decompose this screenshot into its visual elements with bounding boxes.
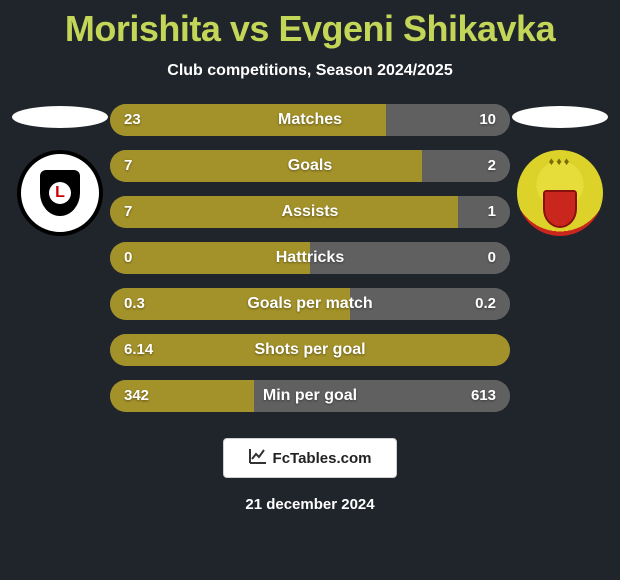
watermark-badge: FcTables.com xyxy=(223,438,397,478)
stat-bar-left xyxy=(110,334,510,366)
player-a-badge: L xyxy=(10,98,110,236)
stat-bar-left xyxy=(110,288,350,320)
stat-bar-left xyxy=(110,242,310,274)
stat-row: 0.30.2Goals per match xyxy=(110,288,510,320)
crest-b-crown-icon: ♦♦♦ xyxy=(549,156,572,168)
stat-row: 72Goals xyxy=(110,150,510,182)
spotlight-ellipse xyxy=(12,106,108,128)
watermark-text: FcTables.com xyxy=(273,450,372,467)
club-crest-a: L xyxy=(17,150,103,236)
stat-row: 6.14Shots per goal xyxy=(110,334,510,366)
date-text: 21 december 2024 xyxy=(0,496,620,513)
crest-a-letter: L xyxy=(49,182,71,204)
stat-bar-right xyxy=(350,288,510,320)
stat-bar-right xyxy=(458,196,510,228)
stat-row: 342613Min per goal xyxy=(110,380,510,412)
crest-b-shield-icon xyxy=(543,190,577,228)
stat-bar-left xyxy=(110,150,422,182)
comparison-arena: L ♦♦♦ 2310Matches 72Goals 71Assists 00Hattr… xyxy=(0,98,620,412)
stat-bar-right xyxy=(422,150,510,182)
stat-bar-left xyxy=(110,196,458,228)
stat-row: 2310Matches xyxy=(110,104,510,136)
page-title: Morishita vs Evgeni Shikavka xyxy=(0,0,620,50)
stat-bar-right xyxy=(386,104,510,136)
spotlight-ellipse xyxy=(512,106,608,128)
player-b-badge: ♦♦♦ xyxy=(510,98,610,236)
chart-icon xyxy=(249,448,267,468)
stat-bar-right xyxy=(310,242,510,274)
stat-row: 71Assists xyxy=(110,196,510,228)
stat-rows: 2310Matches 72Goals 71Assists 00Hattricks 0.… xyxy=(110,98,510,412)
stat-bar-left xyxy=(110,104,386,136)
stat-bar-right xyxy=(254,380,510,412)
stat-row: 00Hattricks xyxy=(110,242,510,274)
subtitle: Club competitions, Season 2024/2025 xyxy=(0,62,620,80)
stat-bar-left xyxy=(110,380,254,412)
club-crest-b: ♦♦♦ xyxy=(517,150,603,236)
